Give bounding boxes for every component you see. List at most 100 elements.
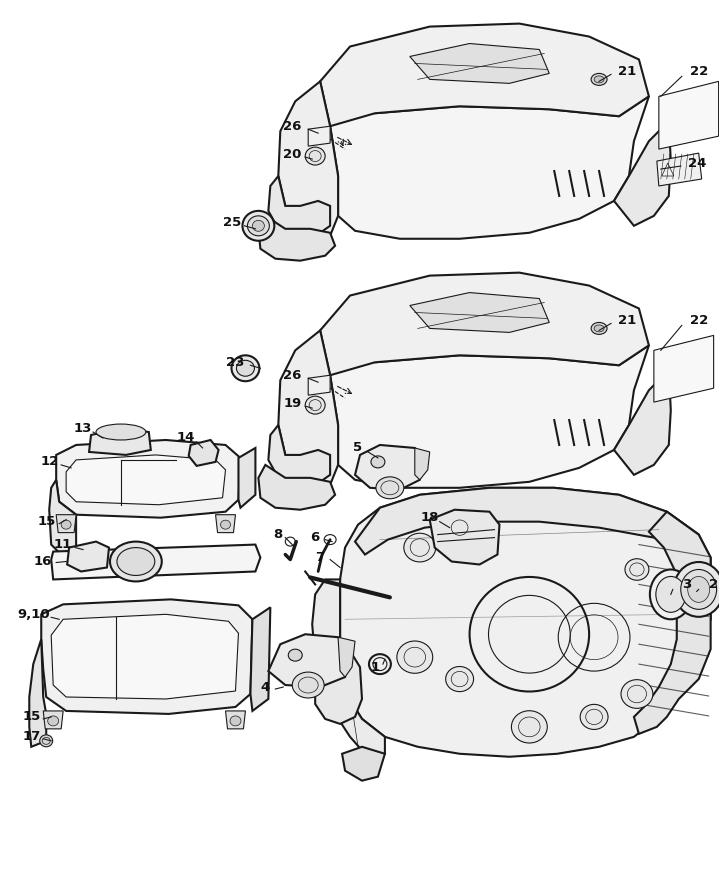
Ellipse shape (446, 666, 474, 691)
Polygon shape (225, 711, 246, 729)
Polygon shape (89, 428, 150, 455)
Ellipse shape (594, 325, 604, 332)
Polygon shape (320, 273, 649, 375)
Ellipse shape (305, 396, 325, 414)
Polygon shape (269, 634, 348, 687)
Polygon shape (634, 512, 711, 734)
Polygon shape (49, 480, 76, 555)
Text: 16: 16 (34, 555, 53, 568)
Polygon shape (56, 514, 76, 533)
Polygon shape (308, 126, 330, 146)
Ellipse shape (230, 716, 241, 726)
Ellipse shape (397, 641, 433, 673)
Text: 1: 1 (370, 661, 379, 673)
Polygon shape (614, 121, 671, 226)
Ellipse shape (680, 569, 716, 610)
Polygon shape (654, 336, 714, 402)
Text: 12: 12 (40, 455, 58, 468)
Text: 13: 13 (74, 421, 92, 434)
Polygon shape (41, 599, 253, 714)
Ellipse shape (625, 559, 649, 580)
Polygon shape (320, 330, 649, 487)
Text: 11: 11 (54, 538, 72, 551)
Ellipse shape (688, 576, 710, 603)
Polygon shape (279, 330, 338, 485)
Polygon shape (430, 510, 500, 564)
Text: 21: 21 (618, 65, 636, 78)
Polygon shape (659, 81, 719, 149)
Text: 7: 7 (315, 551, 325, 564)
Text: 6: 6 (310, 531, 320, 544)
Text: 22: 22 (690, 314, 708, 327)
Ellipse shape (305, 147, 325, 165)
Text: 15: 15 (37, 515, 55, 528)
Polygon shape (258, 465, 335, 510)
Text: 21: 21 (618, 314, 636, 327)
Ellipse shape (40, 735, 53, 746)
Text: 18: 18 (420, 511, 439, 524)
Ellipse shape (594, 76, 604, 83)
Ellipse shape (446, 515, 474, 540)
Text: 9,10: 9,10 (17, 608, 50, 621)
Text: 8: 8 (274, 528, 283, 542)
Ellipse shape (243, 211, 274, 241)
Ellipse shape (580, 705, 608, 730)
Ellipse shape (110, 542, 162, 582)
Text: 17: 17 (22, 731, 40, 743)
Ellipse shape (376, 477, 404, 499)
Ellipse shape (248, 216, 269, 235)
Polygon shape (56, 440, 240, 518)
Text: 20: 20 (283, 147, 302, 160)
Ellipse shape (48, 716, 58, 726)
Polygon shape (657, 153, 702, 186)
Ellipse shape (292, 672, 324, 698)
Polygon shape (355, 445, 425, 490)
Text: 25: 25 (223, 216, 242, 229)
Ellipse shape (232, 355, 259, 381)
Ellipse shape (511, 711, 547, 743)
Ellipse shape (621, 679, 653, 708)
Polygon shape (338, 637, 355, 677)
Polygon shape (312, 580, 385, 759)
Polygon shape (30, 639, 46, 746)
Text: 14: 14 (176, 432, 195, 445)
Polygon shape (320, 24, 649, 126)
Polygon shape (340, 487, 711, 757)
Text: 24: 24 (688, 157, 706, 169)
Polygon shape (415, 448, 430, 480)
Polygon shape (51, 614, 238, 699)
Ellipse shape (591, 73, 607, 85)
Text: 19: 19 (283, 397, 302, 410)
Polygon shape (189, 440, 219, 466)
Text: 3: 3 (682, 578, 691, 591)
Polygon shape (43, 711, 63, 729)
Text: 4: 4 (261, 680, 270, 693)
Text: 2: 2 (709, 578, 718, 591)
Ellipse shape (650, 569, 692, 619)
Ellipse shape (61, 521, 71, 529)
Polygon shape (308, 375, 330, 395)
Text: 23: 23 (226, 356, 245, 369)
Text: 22: 22 (690, 65, 708, 78)
Polygon shape (355, 487, 698, 555)
Polygon shape (51, 545, 261, 580)
Ellipse shape (371, 456, 385, 468)
Polygon shape (215, 514, 235, 533)
Polygon shape (342, 746, 385, 780)
Ellipse shape (591, 323, 607, 334)
Polygon shape (258, 216, 335, 261)
Polygon shape (410, 44, 549, 84)
Polygon shape (614, 371, 671, 475)
Ellipse shape (117, 548, 155, 576)
Polygon shape (269, 176, 330, 235)
Polygon shape (410, 292, 549, 332)
Ellipse shape (404, 533, 436, 562)
Polygon shape (279, 81, 338, 235)
Polygon shape (238, 448, 256, 508)
Ellipse shape (253, 221, 264, 231)
Polygon shape (67, 542, 109, 571)
Polygon shape (251, 607, 270, 711)
Polygon shape (320, 81, 649, 239)
Polygon shape (315, 647, 362, 724)
Text: 15: 15 (22, 711, 40, 724)
